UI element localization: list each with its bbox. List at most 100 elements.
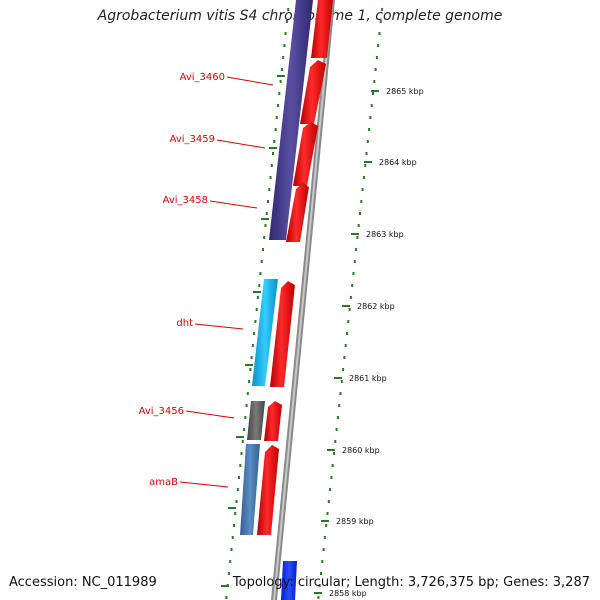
inner-scale-dot bbox=[244, 416, 247, 419]
gene-label: Avi_3458 bbox=[163, 195, 208, 206]
inner-scale-dot bbox=[282, 56, 285, 59]
kbp-tick-label: 2858 kbp bbox=[329, 589, 367, 598]
kbp-tick bbox=[334, 377, 342, 379]
outer-scale-dot bbox=[317, 596, 320, 599]
kbp-tick bbox=[351, 233, 359, 235]
outer-scale-dot bbox=[359, 212, 361, 215]
gene-avi-3456[interactable] bbox=[247, 401, 265, 440]
inner-scale-tick bbox=[277, 75, 285, 77]
backbone-highlight bbox=[273, 0, 333, 600]
scale-dots bbox=[225, 8, 384, 599]
kbp-tick-label: 2864 kbp bbox=[379, 158, 417, 167]
kbp-tick-label: 2865 kbp bbox=[386, 87, 424, 96]
inner-scale-dot bbox=[245, 404, 248, 407]
inner-scale-dot bbox=[259, 272, 262, 275]
outer-scale-dot bbox=[374, 68, 377, 71]
outer-scale-dot bbox=[362, 176, 365, 179]
kbp-tick bbox=[371, 90, 379, 92]
outer-scale-dot bbox=[373, 80, 376, 83]
inner-scale-dot bbox=[253, 332, 256, 335]
inner-scale-dot bbox=[250, 356, 253, 359]
outer-scale-dot bbox=[368, 128, 371, 131]
inner-scale-dot bbox=[279, 80, 282, 83]
outer-scale-dot bbox=[323, 536, 326, 539]
gene-forward-2[interactable] bbox=[300, 60, 326, 124]
inner-scale-dot bbox=[235, 500, 238, 503]
gene-label: Avi_3459 bbox=[170, 134, 215, 145]
inner-scale-dot bbox=[265, 212, 268, 215]
outer-scale-dot bbox=[330, 476, 333, 479]
outer-scale-dot bbox=[325, 524, 328, 527]
inner-scale-dot bbox=[274, 128, 277, 131]
outer-scale-dot bbox=[356, 236, 359, 239]
outer-scale-dot bbox=[357, 224, 360, 227]
gene-forward-1[interactable] bbox=[311, 0, 333, 58]
outer-scale-dot bbox=[340, 380, 343, 383]
outer-scale-dot bbox=[364, 164, 367, 167]
outer-scale-dot bbox=[339, 392, 342, 395]
outer-scale-dot bbox=[372, 92, 374, 95]
outer-scale-dot bbox=[326, 512, 329, 515]
outer-scale-dot bbox=[333, 452, 335, 455]
inner-scale-dot bbox=[231, 536, 234, 539]
gene-bottom[interactable] bbox=[281, 561, 297, 600]
gene-forward-4[interactable] bbox=[286, 183, 309, 242]
outer-scale-dot bbox=[365, 152, 368, 155]
inner-scale-dot bbox=[233, 524, 235, 527]
outer-scale-dot bbox=[381, 8, 384, 11]
outer-scale-dot bbox=[347, 320, 350, 323]
inner-scale-dot bbox=[256, 296, 259, 299]
kbp-tick bbox=[321, 520, 329, 522]
gene-dht[interactable] bbox=[252, 279, 278, 386]
outer-scale-dot bbox=[343, 356, 346, 359]
inner-scale-dot bbox=[239, 464, 242, 467]
inner-scale-dot bbox=[277, 104, 280, 107]
outer-scale-dot bbox=[327, 500, 330, 503]
kbp-tick bbox=[327, 449, 335, 451]
inner-scale-dot bbox=[227, 572, 230, 575]
tick-labels: 2865 kbp 2864 kbp 2863 kbp 2862 kbp 2861 kbp… bbox=[329, 87, 424, 598]
gene-label-leader bbox=[179, 481, 229, 488]
inner-scale-tick bbox=[245, 364, 253, 366]
inner-scale-dot bbox=[278, 92, 281, 95]
outer-scale-dot bbox=[353, 260, 356, 263]
inner-scale-dot bbox=[284, 32, 287, 35]
gene-forward-6[interactable] bbox=[264, 401, 282, 441]
gene-amab[interactable] bbox=[240, 444, 260, 535]
inner-scale-dot bbox=[270, 164, 273, 167]
outer-scale-dot bbox=[360, 200, 363, 203]
inner-scale-dot bbox=[275, 116, 278, 119]
inner-scale-dot bbox=[287, 8, 290, 11]
gene-label-leader bbox=[226, 76, 274, 86]
inner-scale-dot bbox=[273, 140, 276, 143]
inner-scale-tick bbox=[236, 436, 244, 438]
gene-label: amaB bbox=[149, 477, 178, 488]
gene-avi-3460-rev[interactable] bbox=[269, 0, 313, 240]
outer-scale-dot bbox=[346, 332, 348, 335]
inner-scale-dot bbox=[272, 152, 274, 155]
inner-scale-dot bbox=[267, 200, 269, 203]
outer-scale-dot bbox=[349, 296, 352, 299]
gene-forward-3[interactable] bbox=[293, 122, 318, 186]
kbp-tick-label: 2861 kbp bbox=[349, 374, 387, 383]
inner-scale-dot bbox=[280, 68, 283, 71]
inner-scale-dot bbox=[258, 284, 261, 287]
inner-scale-tick bbox=[261, 218, 269, 220]
gene-forward-5[interactable] bbox=[270, 281, 295, 387]
gene-label: dht bbox=[176, 318, 193, 329]
outer-scale-dot bbox=[342, 368, 345, 371]
outer-scale-dot bbox=[352, 272, 355, 275]
kbp-tick-label: 2862 kbp bbox=[357, 302, 395, 311]
inner-scale-dot bbox=[249, 368, 252, 371]
inner-scale-dot bbox=[248, 380, 251, 383]
inner-scale-dot bbox=[240, 452, 243, 455]
inner-scale-dot bbox=[236, 488, 239, 491]
inner-scale-dot bbox=[262, 248, 264, 251]
gene-forward-7[interactable] bbox=[257, 445, 279, 535]
inner-scale-tick bbox=[269, 147, 277, 149]
outer-scale-dot bbox=[318, 584, 321, 587]
gene-label: Avi_3460 bbox=[180, 72, 225, 83]
accession-text: Accession: NC_011989 bbox=[9, 575, 157, 590]
inner-scale-dot bbox=[234, 512, 237, 515]
